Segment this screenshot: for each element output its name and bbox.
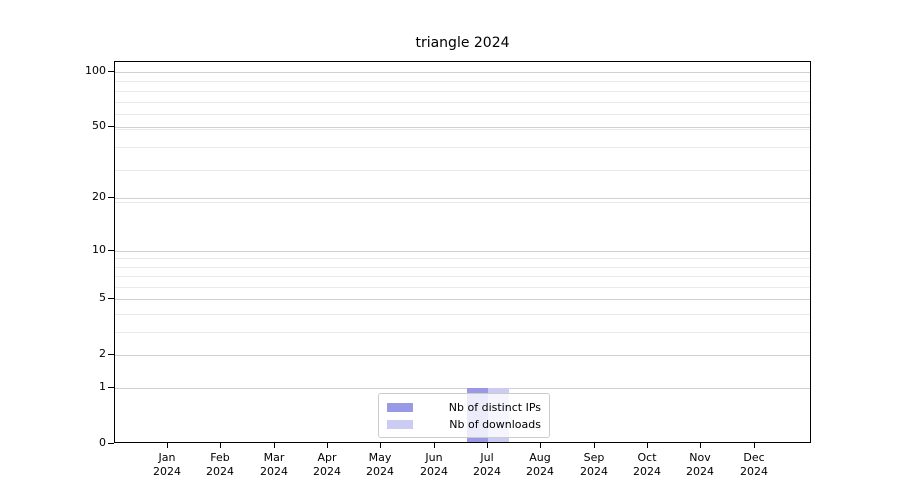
x-tick-label-line: 2024 [580, 465, 608, 478]
minor-gridline [115, 314, 810, 315]
y-tick-label: 50 [92, 119, 106, 132]
x-tick-label-line: Dec [743, 451, 765, 464]
x-tick-label-line: 2024 [686, 465, 714, 478]
y-tick-mark [108, 197, 114, 198]
x-tick-label-line: Jun [425, 451, 443, 464]
minor-gridline [115, 258, 810, 259]
y-tick-label: 5 [99, 291, 106, 304]
minor-gridline [115, 102, 810, 103]
minor-gridline [115, 276, 810, 277]
x-tick-mark [487, 443, 488, 448]
major-gridline [115, 355, 810, 356]
x-tick-label-line: 2024 [153, 465, 181, 478]
x-tick-label-line: Oct [637, 451, 657, 464]
y-tick-mark [108, 250, 114, 251]
legend-label-distinct-ips: Nb of distinct IPs [448, 400, 541, 414]
x-tick-label-line: Feb [210, 451, 230, 464]
y-tick-mark [108, 443, 114, 444]
major-gridline [115, 127, 810, 128]
minor-gridline [115, 129, 810, 130]
x-tick-mark [327, 443, 328, 448]
minor-gridline [115, 81, 810, 82]
x-tick-mark [594, 443, 595, 448]
x-tick-label: Feb 2024 [190, 451, 250, 479]
x-tick-label: May 2024 [350, 451, 410, 479]
x-tick-mark [754, 443, 755, 448]
y-tick-mark [108, 387, 114, 388]
x-tick-mark [167, 443, 168, 448]
x-tick-label-line: Sep [583, 451, 605, 464]
x-tick-label: Jul 2024 [457, 451, 517, 479]
legend-entry-downloads: Nb of downloads [387, 418, 541, 431]
x-tick-mark [700, 443, 701, 448]
x-tick-label-line: Nov [689, 451, 711, 464]
x-tick-label: Aug 2024 [510, 451, 570, 479]
y-tick-mark [108, 354, 114, 355]
major-gridline [115, 299, 810, 300]
x-tick-label-line: 2024 [473, 465, 501, 478]
minor-gridline [115, 91, 810, 92]
major-gridline [115, 251, 810, 252]
y-tick-label: 100 [85, 64, 106, 77]
y-tick-mark [108, 298, 114, 299]
x-tick-label-line: 2024 [313, 465, 341, 478]
x-tick-label-line: 2024 [260, 465, 288, 478]
y-tick-label: 20 [92, 190, 106, 203]
x-tick-label-line: Apr [317, 451, 337, 464]
y-tick-label: 1 [99, 380, 106, 393]
major-gridline [115, 388, 810, 389]
minor-gridline [115, 170, 810, 171]
x-tick-label: Dec 2024 [724, 451, 784, 479]
y-tick-label: 10 [92, 243, 106, 256]
y-tick-label: 0 [99, 436, 106, 449]
x-tick-label: Apr 2024 [297, 451, 357, 479]
y-tick-label: 2 [99, 347, 106, 360]
x-tick-label: Jun 2024 [404, 451, 464, 479]
x-tick-label-line: May [368, 451, 392, 464]
x-tick-label-line: Aug [529, 451, 551, 464]
minor-gridline [115, 147, 810, 148]
minor-gridline [115, 267, 810, 268]
major-gridline [115, 198, 810, 199]
x-tick-mark [647, 443, 648, 448]
x-tick-label: Jan 2024 [137, 451, 197, 479]
x-tick-mark [434, 443, 435, 448]
y-tick-mark [108, 126, 114, 127]
x-tick-label-line: 2024 [526, 465, 554, 478]
chart-title: triangle 2024 [415, 35, 510, 51]
x-tick-label: Sep 2024 [564, 451, 624, 479]
legend-swatch-distinct-ips [387, 402, 413, 412]
plot-area: Nb of distinct IPs Nb of downloads [114, 61, 811, 443]
minor-gridline [115, 287, 810, 288]
y-tick-mark [108, 71, 114, 72]
minor-gridline [115, 202, 810, 203]
legend-entry-distinct-ips: Nb of distinct IPs [387, 401, 541, 414]
legend-swatch-downloads [387, 419, 413, 429]
x-tick-label-line: 2024 [366, 465, 394, 478]
legend-label-downloads: Nb of downloads [449, 417, 541, 431]
x-tick-label-line: Jan [158, 451, 176, 464]
minor-gridline [115, 114, 810, 115]
legend: Nb of distinct IPs Nb of downloads [378, 393, 550, 438]
x-tick-label-line: 2024 [420, 465, 448, 478]
major-gridline [115, 72, 810, 73]
x-tick-mark [380, 443, 381, 448]
x-tick-label-line: Jul [480, 451, 494, 464]
x-tick-mark [220, 443, 221, 448]
x-tick-label: Mar 2024 [244, 451, 304, 479]
x-tick-label: Oct 2024 [617, 451, 677, 479]
x-tick-label-line: 2024 [633, 465, 661, 478]
x-tick-label: Nov 2024 [670, 451, 730, 479]
x-tick-label-line: 2024 [740, 465, 768, 478]
x-tick-label-line: 2024 [206, 465, 234, 478]
x-tick-mark [540, 443, 541, 448]
x-tick-mark [274, 443, 275, 448]
x-tick-label-line: Mar [263, 451, 285, 464]
minor-gridline [115, 332, 810, 333]
